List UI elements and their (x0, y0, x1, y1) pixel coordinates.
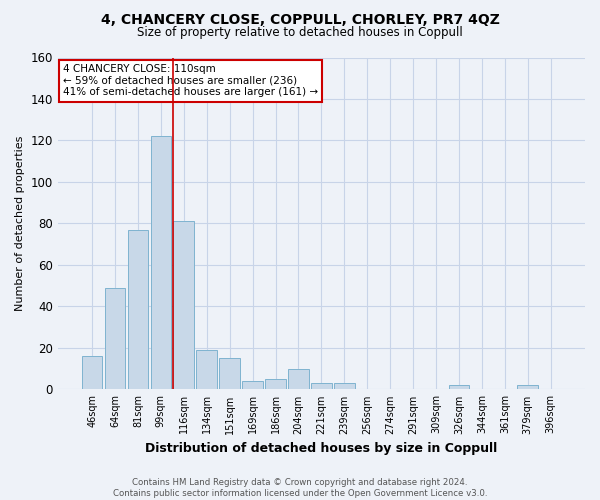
Bar (311, 383, 332, 390)
Text: 4 CHANCERY CLOSE: 110sqm
← 59% of detached houses are smaller (236)
41% of semi-: 4 CHANCERY CLOSE: 110sqm ← 59% of detach… (63, 64, 318, 98)
Bar (104, 288, 125, 390)
Bar (196, 350, 217, 390)
Bar (82, 356, 103, 390)
Bar (220, 358, 240, 390)
Bar (128, 230, 148, 390)
Y-axis label: Number of detached properties: Number of detached properties (15, 136, 25, 311)
Text: Size of property relative to detached houses in Coppull: Size of property relative to detached ho… (137, 26, 463, 39)
Text: 4, CHANCERY CLOSE, COPPULL, CHORLEY, PR7 4QZ: 4, CHANCERY CLOSE, COPPULL, CHORLEY, PR7… (101, 12, 499, 26)
Bar (173, 222, 194, 390)
Bar (517, 386, 538, 390)
Bar (242, 381, 263, 390)
Text: Contains HM Land Registry data © Crown copyright and database right 2024.
Contai: Contains HM Land Registry data © Crown c… (113, 478, 487, 498)
Bar (265, 379, 286, 390)
X-axis label: Distribution of detached houses by size in Coppull: Distribution of detached houses by size … (145, 442, 497, 455)
Bar (288, 368, 309, 390)
Bar (151, 136, 171, 390)
Bar (334, 383, 355, 390)
Bar (449, 386, 469, 390)
